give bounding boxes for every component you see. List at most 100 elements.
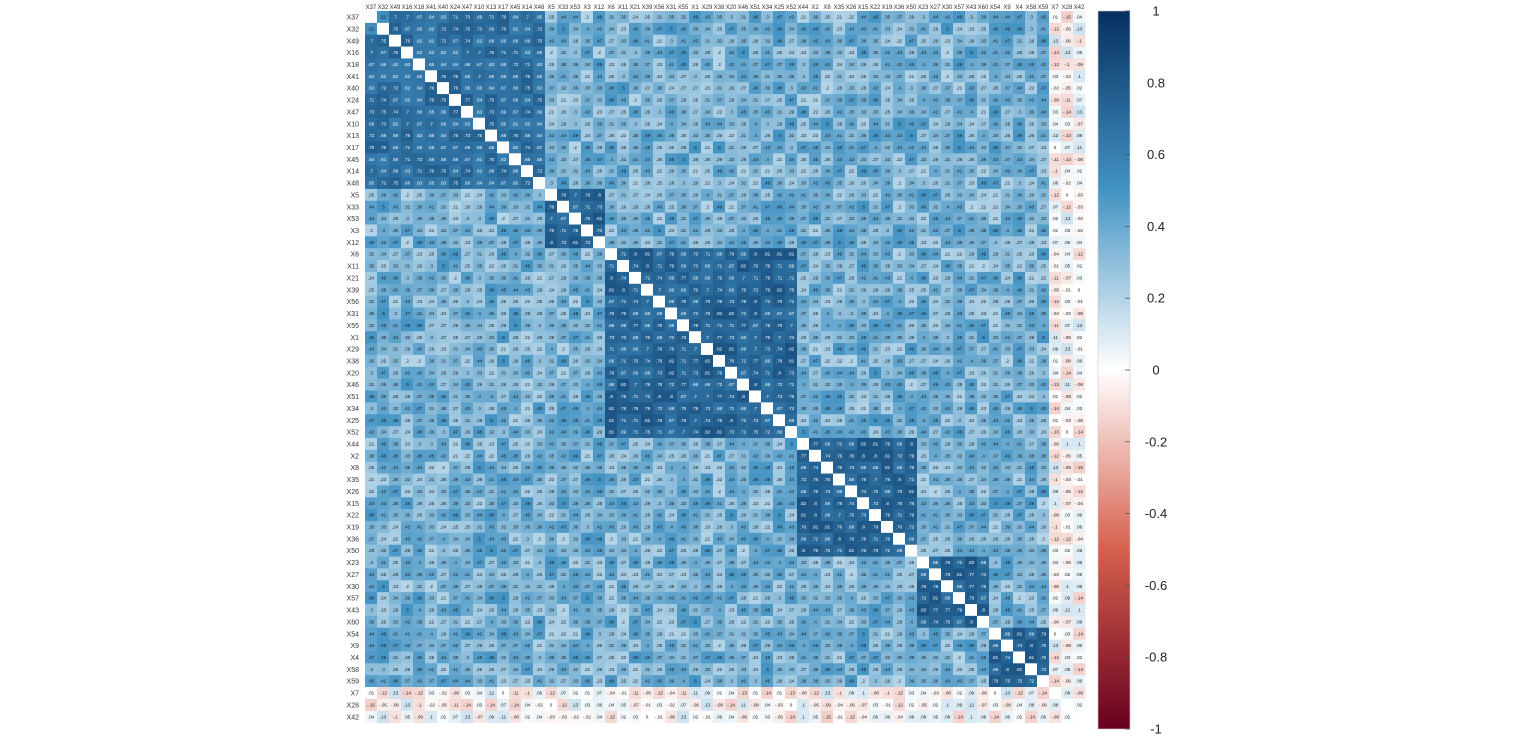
- heatmap-cell: [749, 22, 762, 36]
- cell-value-label: .48: [800, 109, 807, 114]
- cell-value-label: .42: [548, 157, 555, 162]
- cell-value-label: .81: [788, 252, 795, 257]
- heatmap-cell: [449, 94, 462, 107]
- heatmap-cell: [881, 105, 894, 119]
- cell-value-label: .23: [416, 252, 423, 257]
- cell-value-label: .35: [824, 264, 831, 269]
- cell-value-label: .24: [728, 181, 735, 186]
- cell-value-label: .41: [680, 38, 687, 43]
- cell-value-label: .66: [728, 287, 735, 292]
- cell-value-label: .47: [596, 157, 603, 162]
- cell-value-label: -.08: [1075, 157, 1083, 162]
- cell-value-label: .41: [560, 74, 567, 79]
- cell-value-label: .44: [788, 204, 795, 209]
- cell-value-label: .38: [608, 240, 615, 245]
- cell-value-label: .26: [620, 62, 627, 67]
- heatmap-cell: [473, 105, 486, 119]
- cell-value-label: .49: [680, 50, 687, 55]
- cell-value-label: .41: [1040, 181, 1047, 186]
- heatmap-cell: [857, 58, 870, 71]
- cell-value-label: .8: [609, 275, 613, 280]
- cell-value-label: .47: [848, 38, 855, 43]
- cell-value-label: .31: [656, 15, 663, 20]
- cell-value-label: .32: [440, 204, 447, 209]
- cell-value-label: .32: [692, 50, 699, 55]
- heatmap-cell: [365, 82, 378, 95]
- cell-value-label: .48: [992, 26, 999, 31]
- cell-value-label: .34: [704, 109, 711, 114]
- heatmap-cell: [725, 70, 738, 83]
- cell-value-label: .64: [368, 74, 375, 79]
- cell-value-label: .24: [836, 62, 843, 67]
- cell-value-label: .27: [1004, 109, 1011, 114]
- heatmap-cell: [1073, 82, 1086, 95]
- heatmap-cell: [965, 70, 978, 83]
- cell-value-label: .28: [752, 38, 759, 43]
- heatmap-cell: [1037, 675, 1050, 688]
- cell-value-label: .74: [716, 287, 723, 292]
- cell-value-label: .79: [764, 287, 771, 292]
- cell-value-label: .46: [752, 86, 759, 91]
- cell-value-label: .76: [740, 287, 747, 292]
- cell-value-label: .34: [896, 98, 903, 103]
- heatmap-cell: [761, 46, 774, 59]
- cell-value-label: .76: [488, 50, 495, 55]
- cell-value-label: .39: [824, 287, 831, 292]
- heatmap-cell: [605, 58, 618, 71]
- heatmap-cell: [1001, 70, 1014, 83]
- cell-value-label: .33: [872, 74, 879, 79]
- cell-value-label: .64: [428, 15, 435, 20]
- heatmap-cell: [713, 354, 726, 368]
- heatmap-cell: [437, 11, 450, 24]
- heatmap-cell: [845, 82, 858, 95]
- cell-value-label: .28: [644, 181, 651, 186]
- cell-value-label: .41: [956, 109, 963, 114]
- cell-value-label: .74: [452, 26, 459, 31]
- cell-value-label: .7: [741, 275, 745, 280]
- heatmap-cell: [665, 82, 678, 95]
- heatmap-cell: [989, 46, 1002, 59]
- cell-value-label: .25: [860, 74, 867, 79]
- cell-value-label: .21: [692, 169, 699, 174]
- cell-value-label: .35: [716, 15, 723, 20]
- cell-value-label: .41: [956, 169, 963, 174]
- cell-value-label: .75: [536, 38, 543, 43]
- heatmap-cell: [881, 46, 894, 59]
- cell-value-label: .22: [800, 169, 807, 174]
- cell-value-label: .3: [405, 275, 409, 280]
- cell-value-label: .2: [573, 145, 577, 150]
- cell-value-label: .46: [512, 228, 519, 233]
- cell-value-label: .38: [416, 275, 423, 280]
- heatmap-cell: [593, 58, 606, 71]
- heatmap-cell: [545, 58, 558, 71]
- heatmap-cell: [449, 11, 462, 24]
- cell-value-label: .39: [980, 15, 987, 20]
- cell-value-label: .24: [488, 228, 495, 233]
- heatmap-cell: [809, 11, 822, 24]
- heatmap-cell: [941, 34, 954, 47]
- heatmap-cell: [953, 34, 966, 47]
- cell-value-label: .48: [752, 15, 759, 20]
- cell-value-label: .35: [968, 169, 975, 174]
- cell-value-label: .48: [968, 98, 975, 103]
- heatmap-cell: [749, 46, 762, 59]
- cell-value-label: .4: [609, 157, 613, 162]
- cell-value-label: .44: [824, 62, 831, 67]
- cell-value-label: .67: [440, 145, 447, 150]
- heatmap-cell: [797, 46, 810, 59]
- heatmap-cell: [449, 105, 462, 119]
- heatmap-cell: [473, 117, 486, 130]
- heatmap-cell: [881, 94, 894, 107]
- heatmap-cell: [857, 94, 870, 107]
- heatmap-cell: [1061, 11, 1074, 24]
- heatmap-cell: [905, 11, 918, 24]
- cell-value-label: .21: [656, 216, 663, 221]
- heatmap-cell: [857, 105, 870, 119]
- heatmap-cell: [809, 34, 822, 47]
- heatmap-cell: [773, 34, 786, 47]
- cell-value-label: .26: [848, 181, 855, 186]
- cell-value-label: .75: [572, 228, 579, 233]
- cell-value-label: .34: [920, 109, 927, 114]
- heatmap-cell: [737, 46, 750, 59]
- heatmap-cell: [521, 58, 534, 71]
